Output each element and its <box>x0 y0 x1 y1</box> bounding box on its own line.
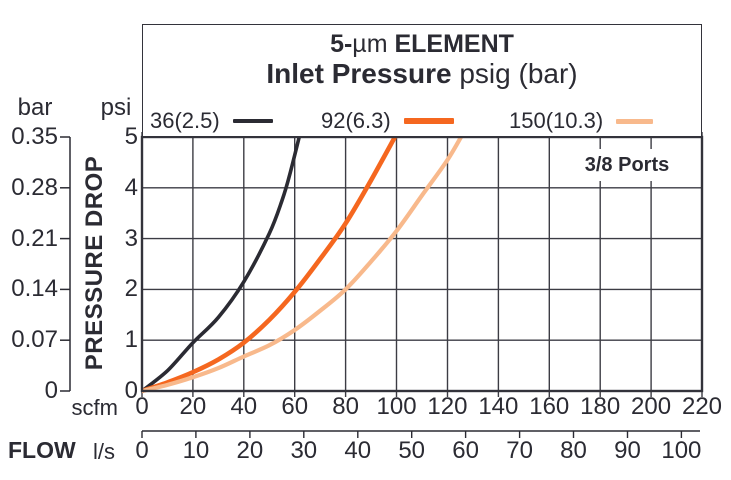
ls-tick-label: 60 <box>452 437 479 464</box>
ls-tick-label: 100 <box>661 437 702 464</box>
bar-tick-label: 0 <box>44 377 58 404</box>
psi-tick-label: 1 <box>124 326 138 354</box>
ls-unit-label: l/s <box>93 439 115 464</box>
bar-tick-label: 0.21 <box>11 224 58 252</box>
ls-tick-label: 70 <box>506 437 533 464</box>
legend-label-36psig: 36(2.5) <box>150 108 220 133</box>
scfm-tick-label: 0 <box>135 393 149 420</box>
ls-tick-label: 50 <box>398 437 426 464</box>
chart-title-mu: µm <box>352 30 388 58</box>
scfm-tick-label: 80 <box>332 393 359 420</box>
curve-150psig <box>142 137 464 394</box>
scfm-tick-label: 60 <box>281 393 309 420</box>
ls-tick-label: 30 <box>290 437 318 464</box>
bar-tick-label: 0.28 <box>11 173 58 201</box>
psi-tick-label: 0 <box>124 377 138 404</box>
legend-item-36psig: 36(2.5) <box>150 108 273 134</box>
scfm-tick-label: 100 <box>376 393 417 420</box>
legend-label-92psig: 92(6.3) <box>321 108 391 133</box>
bar-tick-label: 0.14 <box>11 275 58 303</box>
ls-tick-label: 10 <box>182 437 210 464</box>
x-axis-title: FLOW <box>8 437 76 463</box>
scfm-tick-label: 200 <box>631 393 672 420</box>
ls-tick-label: 40 <box>344 437 372 464</box>
psi-tick-label: 3 <box>124 224 138 252</box>
chart-title-pre: 5- <box>330 30 353 58</box>
legend-swatch-150psig <box>616 118 654 124</box>
ls-tick-label: 20 <box>236 437 264 464</box>
ports-annotation: 3/8 Ports <box>558 149 696 181</box>
legend-swatch-92psig <box>403 118 454 124</box>
legend-item-92psig: 92(6.3) <box>321 108 454 134</box>
chart-subtitle-bold: Inlet Pressure <box>266 58 452 89</box>
bar-unit-header: bar <box>17 94 53 121</box>
bar-tick-label: 0.35 <box>11 123 58 150</box>
scfm-tick-label: 120 <box>427 393 468 420</box>
chart-title-post: ELEMENT <box>387 30 514 58</box>
scfm-unit-label: scfm <box>71 395 118 420</box>
curve-36psig <box>142 137 302 393</box>
psi-tick-label: 5 <box>124 123 138 150</box>
legend-swatch-36psig <box>232 119 273 123</box>
legend-label-150psig: 150(10.3) <box>509 108 604 133</box>
chart-header-box: 5-µm ELEMENT Inlet Pressure psig (bar) 3… <box>142 24 702 137</box>
scfm-tick-label: 140 <box>478 393 519 420</box>
ls-tick-label: 0 <box>135 437 149 464</box>
bar-tick-label: 0.07 <box>11 326 58 354</box>
chart-subtitle: Inlet Pressure psig (bar) <box>143 58 701 90</box>
psi-tick-label: 4 <box>124 173 138 201</box>
scfm-tick-label: 220 <box>681 393 723 420</box>
chart-title: 5-µm ELEMENT <box>143 30 701 58</box>
ls-tick-label: 90 <box>614 437 641 464</box>
curve-92psig <box>142 137 398 394</box>
chart-subtitle-rest: psig (bar) <box>451 58 578 89</box>
ls-tick-label: 80 <box>560 437 587 464</box>
scfm-tick-label: 180 <box>580 393 621 420</box>
scfm-tick-label: 20 <box>179 393 207 420</box>
psi-tick-label: 2 <box>124 275 138 303</box>
scfm-tick-label: 160 <box>529 393 570 420</box>
scfm-tick-label: 40 <box>230 393 258 420</box>
psi-unit-header: psi <box>100 94 132 121</box>
legend-item-150psig: 150(10.3) <box>509 108 654 134</box>
